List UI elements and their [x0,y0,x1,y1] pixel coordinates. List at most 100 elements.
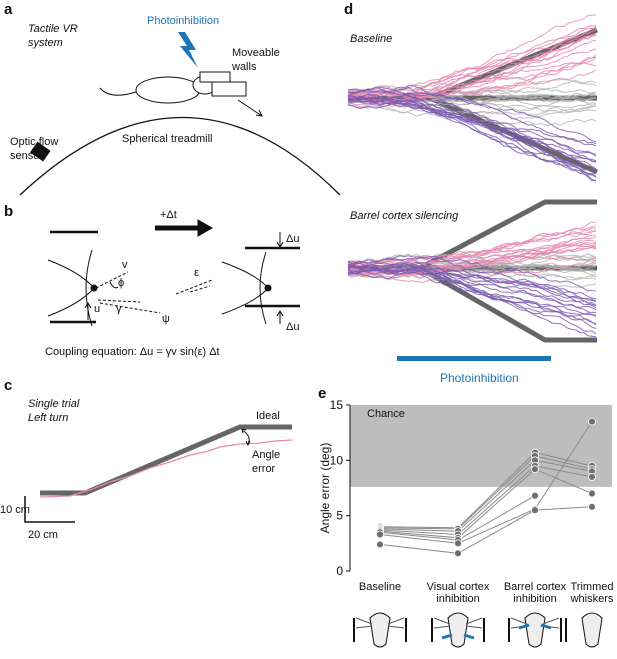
y-tick-label: 5 [336,509,343,523]
trace [347,255,597,292]
whiskers [433,617,483,629]
treadmill [19,117,341,196]
trace [347,268,597,302]
error-label: Angle [252,449,280,461]
panel-label: d [344,1,353,18]
treadmill-label: Spherical treadmill [122,133,212,145]
lightning [178,32,198,68]
panel-c: c Single trial Left turn Ideal Angle err… [0,377,293,541]
title: Single trial [28,398,80,410]
x-tick-label: Baseline [359,581,401,593]
series-line [379,468,593,539]
arrow [237,99,263,117]
mouse-icon [353,612,407,648]
wall [211,81,247,97]
title: system [28,37,63,49]
scale-label: 10 cm [0,504,30,516]
chance-band [350,405,612,487]
equation: Coupling equation: Δu = γv sin(ε) Δt [45,346,220,358]
trace [347,34,597,99]
trace [347,95,597,174]
vector [175,279,213,295]
point [376,530,384,539]
head [369,612,391,648]
symbol: ϕ [118,277,124,289]
mouse-body [135,76,201,104]
photo-label: Photoinhibition [440,371,519,385]
point [454,539,462,548]
point [531,506,539,515]
y-axis-label: Angle error (deg) [318,443,332,534]
mouse-icon [508,612,562,648]
head [47,249,95,327]
trace [347,94,597,144]
dt: +Δt [160,209,177,221]
wall [199,71,231,83]
ideal-path [40,424,292,496]
panel-label: c [4,377,12,394]
vector [95,271,161,314]
point [588,489,596,498]
y-tick-label: 0 [336,564,343,578]
title: Tactile VR [28,23,78,35]
series-line [379,455,593,530]
trace [347,39,597,92]
x-tick-label: Trimmed [571,581,614,593]
series-line [379,506,593,554]
point [588,502,596,511]
walls-label: Moveable [232,47,280,59]
panel-a: a Tactile VR system Photoinhibition Move… [4,1,341,196]
du: Δu [286,233,299,245]
scale-bar [24,496,75,523]
point [588,417,596,426]
trace [347,24,597,97]
head [447,612,469,648]
error-arrow [241,428,251,447]
panel-d: d Baseline Barrel cortex silencing Photoin… [344,1,599,385]
symbol: ε [194,267,199,279]
x-tick-label: inhibition [513,593,556,605]
trace [347,48,597,100]
series-line [379,421,593,544]
trace [347,93,597,157]
panel-label: b [4,203,13,220]
trace [347,86,597,147]
trace [347,261,597,309]
trace [347,97,597,182]
sensor-label: Optic flow [10,136,58,148]
trace [347,255,597,300]
panel-label: a [4,1,13,18]
point [454,549,462,558]
sensor [30,141,51,162]
trace [347,271,597,307]
light [518,623,552,630]
error-label: error [252,463,276,475]
scale-label: 20 cm [28,529,58,541]
trace [347,84,597,162]
du-arrow [276,232,284,324]
plot-title: Baseline [350,33,392,45]
u-arrow [84,302,92,320]
series-line [379,465,593,536]
walls-label: walls [231,61,257,73]
trace [347,86,597,142]
head [581,612,603,648]
symbol: ψ [162,313,170,325]
photo-label: Photoinhibition [147,15,219,27]
head [524,612,546,648]
y-tick-label: 15 [330,398,344,412]
chance-label: Chance [367,408,405,420]
mouse-icon [565,612,603,648]
x-tick-label: inhibition [436,593,479,605]
head [221,251,269,325]
x-tick-label: Visual cortex [427,581,490,593]
light [441,633,475,640]
symbol: γ [116,303,122,315]
angle [109,281,119,289]
big-arrow [197,219,214,237]
trace [347,264,597,338]
symbol: u [94,303,100,315]
trace [347,267,597,317]
point [531,465,539,474]
